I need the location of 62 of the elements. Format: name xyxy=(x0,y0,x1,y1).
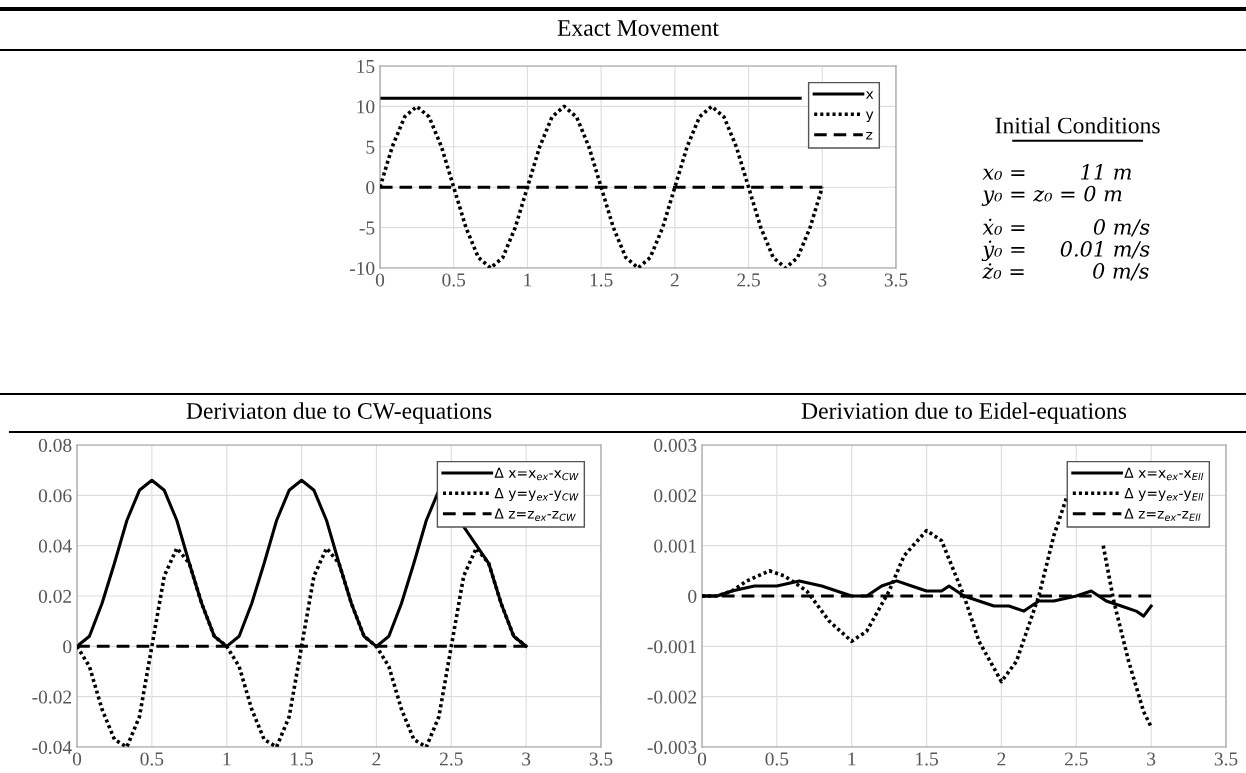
x-tick-label: 1.5 xyxy=(291,752,313,766)
y-tick-label: -5 xyxy=(359,221,375,235)
text: ż₀ = 0 m/s xyxy=(982,263,1149,281)
x-tick-label: 2.5 xyxy=(1064,752,1088,766)
x-tick-label: 1 xyxy=(848,752,856,766)
legend-label: z xyxy=(866,131,873,140)
y-tick-label: 0 xyxy=(688,589,697,603)
x-tick-label: 1.5 xyxy=(916,752,938,766)
y-tick-label: 0 xyxy=(366,181,375,195)
x-tick-label: 0 xyxy=(375,273,385,287)
y-tick-label: -10 xyxy=(349,261,375,275)
legend-label: Δ z=z$_{ex}$-z$_{CW}$ xyxy=(494,508,576,521)
text: ẏ₀ = 0.01 m/s xyxy=(981,240,1150,262)
y-tick-label: -0.04 xyxy=(32,740,72,755)
y-tick-label: 0.08 xyxy=(38,438,72,453)
y-tick-label: 10 xyxy=(357,100,375,114)
y-tick-label: 5 xyxy=(366,140,375,154)
x-tick-label: 2 xyxy=(372,752,381,766)
y-tick-label: 0.04 xyxy=(38,539,72,553)
x-tick-label: 0.5 xyxy=(442,273,466,287)
x-tick-label: 0 xyxy=(72,752,82,766)
text: y₀ = z₀ = 0 m xyxy=(981,185,1122,206)
x-tick-label: 2 xyxy=(997,752,1006,766)
y-tick-label: 0.001 xyxy=(654,539,696,553)
x-tick-label: 2.5 xyxy=(439,752,463,766)
legend-label: Δ y=y$_{ex}$-y$_{CW}$ xyxy=(494,488,579,502)
text: ẋ₀ = 0 m/s xyxy=(982,218,1150,237)
x-tick-label: 3.5 xyxy=(589,752,613,766)
legend-label: Δ z=z$_{ex}$-z$_{Ell}$ xyxy=(1124,508,1201,521)
y-tick-label: 0.002 xyxy=(654,489,697,503)
x-tick-label: 3 xyxy=(1147,752,1156,766)
x-tick-label: 2.5 xyxy=(737,273,760,287)
legend-label: y xyxy=(865,111,874,123)
y-tick-label: 0.02 xyxy=(38,589,72,604)
y-tick-label: -0.02 xyxy=(32,690,72,704)
x-tick-label: 1.5 xyxy=(590,273,613,287)
legend-label: Δ x=x$_{ex}$-x$_{Ell}$ xyxy=(1124,467,1204,481)
legend-label: Δ y=y$_{ex}$-y$_{Ell}$ xyxy=(1124,488,1204,502)
x-tick-label: 0 xyxy=(697,752,707,766)
y-tick-label: -0.002 xyxy=(647,690,697,704)
text: x₀ = 11 m xyxy=(982,164,1131,180)
text: Initial Conditions xyxy=(995,116,1160,134)
x-tick-label: 0.5 xyxy=(140,752,164,766)
y-tick-label: 0.06 xyxy=(38,489,72,503)
chart-title: Deriviaton due to CW-equations xyxy=(186,402,492,424)
chart-title: Exact Movement xyxy=(557,20,719,36)
y-tick-label: 0 xyxy=(63,640,72,654)
y-tick-label: -0.003 xyxy=(647,740,697,755)
y-tick-label: 0.003 xyxy=(654,438,697,453)
x-tick-label: 3.5 xyxy=(884,273,908,287)
legend-label: x xyxy=(865,91,874,99)
x-tick-label: 1 xyxy=(524,273,532,287)
x-tick-label: 3 xyxy=(522,752,531,766)
legend-label: Δ x=x$_{ex}$-x$_{CW}$ xyxy=(494,467,579,481)
x-tick-label: 1 xyxy=(223,752,231,766)
x-tick-label: 2 xyxy=(670,273,679,287)
x-tick-label: 0.5 xyxy=(765,752,789,766)
x-tick-label: 3.5 xyxy=(1214,752,1238,766)
chart-title: Deriviation due to Eidel-equations xyxy=(801,402,1127,424)
x-tick-label: 3 xyxy=(818,273,827,287)
y-tick-label: 15 xyxy=(357,59,375,73)
y-tick-label: -0.001 xyxy=(647,640,696,654)
